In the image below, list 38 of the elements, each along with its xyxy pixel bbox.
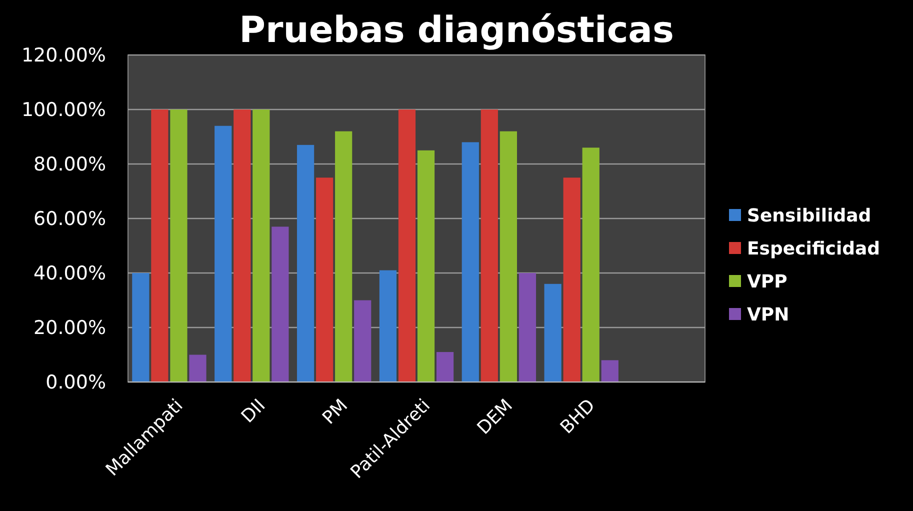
bar	[462, 142, 479, 382]
bar	[335, 131, 352, 382]
bar	[316, 178, 334, 382]
y-tick-label: 120.00%	[21, 44, 106, 67]
bar	[296, 144, 314, 382]
bar	[272, 226, 289, 382]
x-tick-label: PM	[318, 395, 352, 429]
bar	[436, 352, 454, 382]
y-tick-label: 80.00%	[34, 154, 106, 176]
legend-label: Sensibilidad	[747, 205, 872, 226]
bar	[379, 270, 397, 382]
bar	[544, 284, 562, 382]
bar	[214, 126, 232, 382]
bar	[252, 110, 270, 382]
bar	[354, 300, 372, 382]
bar	[132, 273, 150, 382]
bar	[563, 178, 580, 382]
bar	[480, 110, 498, 382]
x-tick-label: DII	[237, 395, 270, 428]
y-tick-label: 40.00%	[34, 262, 106, 285]
legend-label: Especificidad	[747, 238, 880, 260]
bar	[500, 131, 517, 382]
bar	[417, 150, 435, 382]
bar	[398, 110, 416, 382]
y-tick-label: 20.00%	[34, 317, 106, 340]
y-tick-label: 60.00%	[34, 208, 106, 230]
bar	[518, 273, 536, 382]
y-tick-label: 100.00%	[21, 99, 106, 122]
legend-label: VPP	[747, 271, 788, 292]
legend-label: VPN	[747, 304, 790, 326]
bar	[189, 354, 206, 382]
bar	[582, 148, 600, 382]
chart-title: Pruebas diagnósticas	[239, 10, 674, 51]
y-tick-label: 0.00%	[46, 372, 106, 394]
bar	[234, 110, 251, 382]
bar	[151, 110, 168, 382]
bar	[170, 110, 188, 382]
bar	[601, 360, 618, 382]
